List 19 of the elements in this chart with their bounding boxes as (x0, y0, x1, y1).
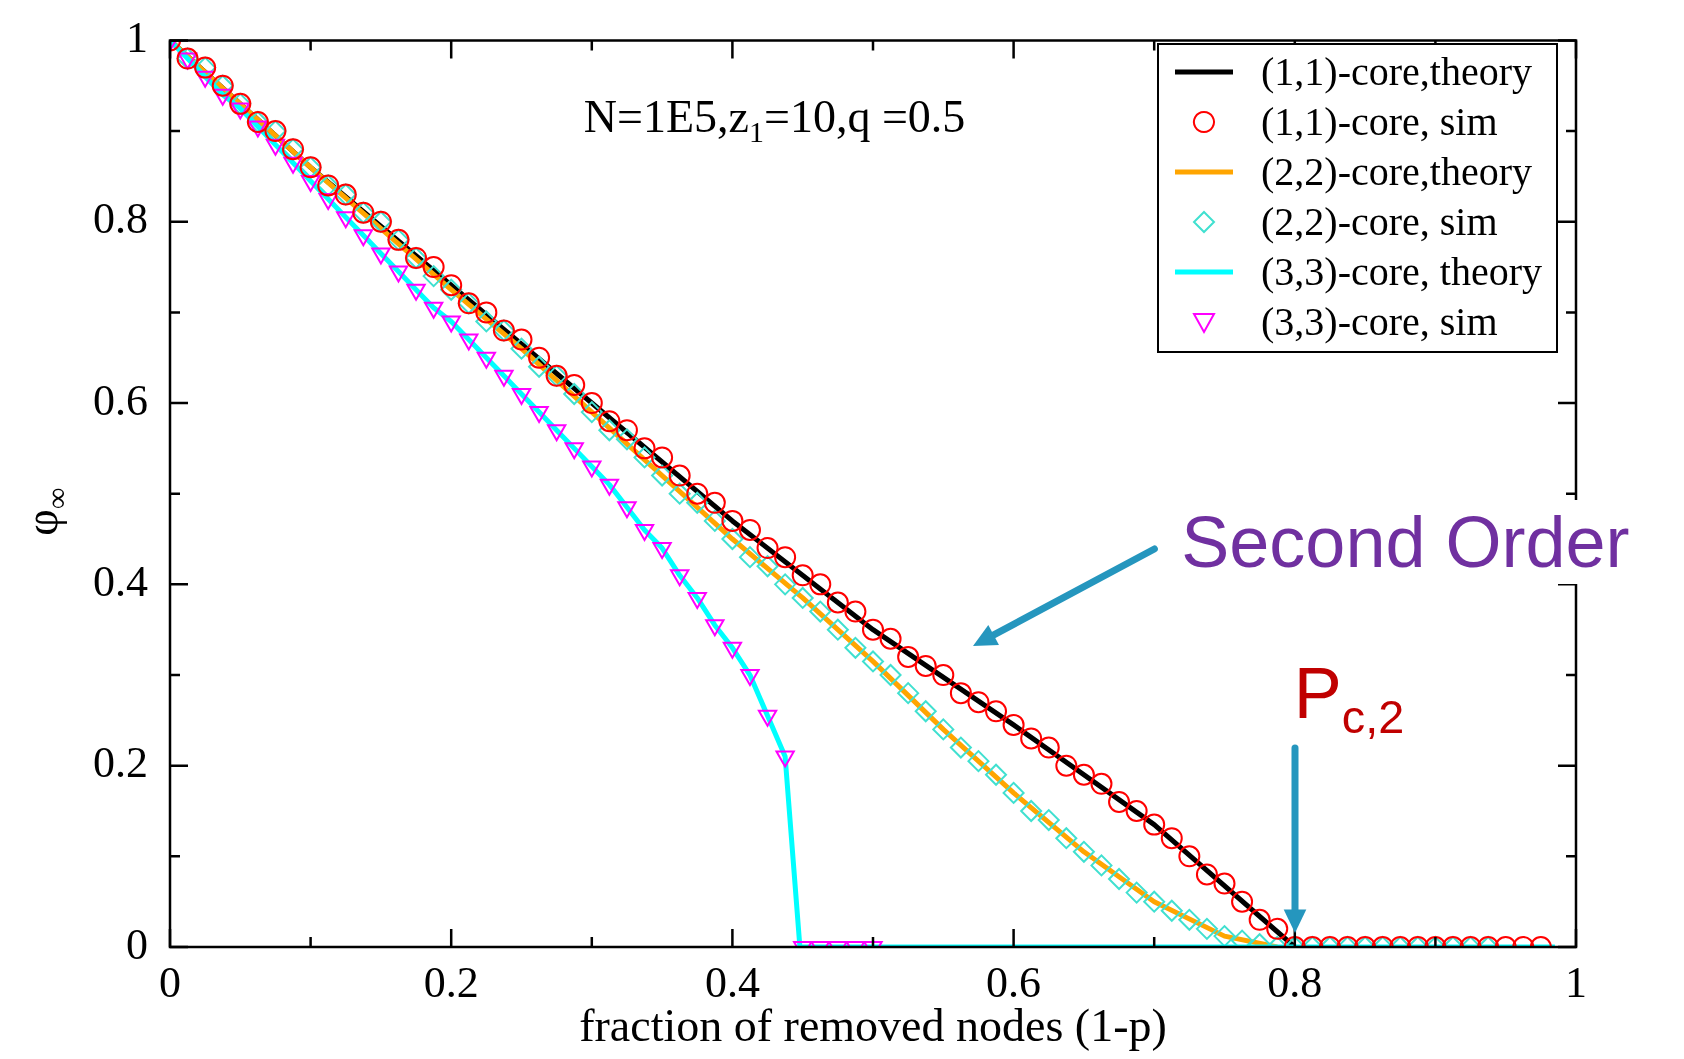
y-tick-label: 0.8 (93, 194, 148, 244)
legend-label: (3,3)-core, theory (1261, 248, 1542, 297)
y-tick-label: 1 (126, 12, 148, 62)
x-tick-label: 0.2 (423, 957, 479, 1007)
annotation: P$_{c,2}$ (1287, 651, 1411, 760)
y-tick-label: 0 (126, 919, 148, 969)
legend-label: (2,2)-core,theory (1261, 148, 1532, 197)
x-tick-label: 0 (159, 957, 181, 1007)
legend-label: (3,3)-core, sim (1261, 298, 1498, 347)
legend-label: (2,2)-core, sim (1261, 198, 1498, 247)
y-tick-label: 0.6 (93, 375, 148, 425)
y-axis-title: φ∞ (16, 487, 73, 536)
y-tick-label: 0.2 (93, 738, 148, 788)
legend-label: (1,1)-core, sim (1261, 98, 1498, 147)
y-tick-label: 0.4 (93, 556, 148, 606)
legend-label: (1,1)-core,theory (1261, 48, 1532, 97)
x-tick-label: 1 (1565, 957, 1587, 1007)
x-tick-label: 0.8 (1267, 957, 1323, 1007)
annotation: Second Order (1175, 499, 1636, 584)
